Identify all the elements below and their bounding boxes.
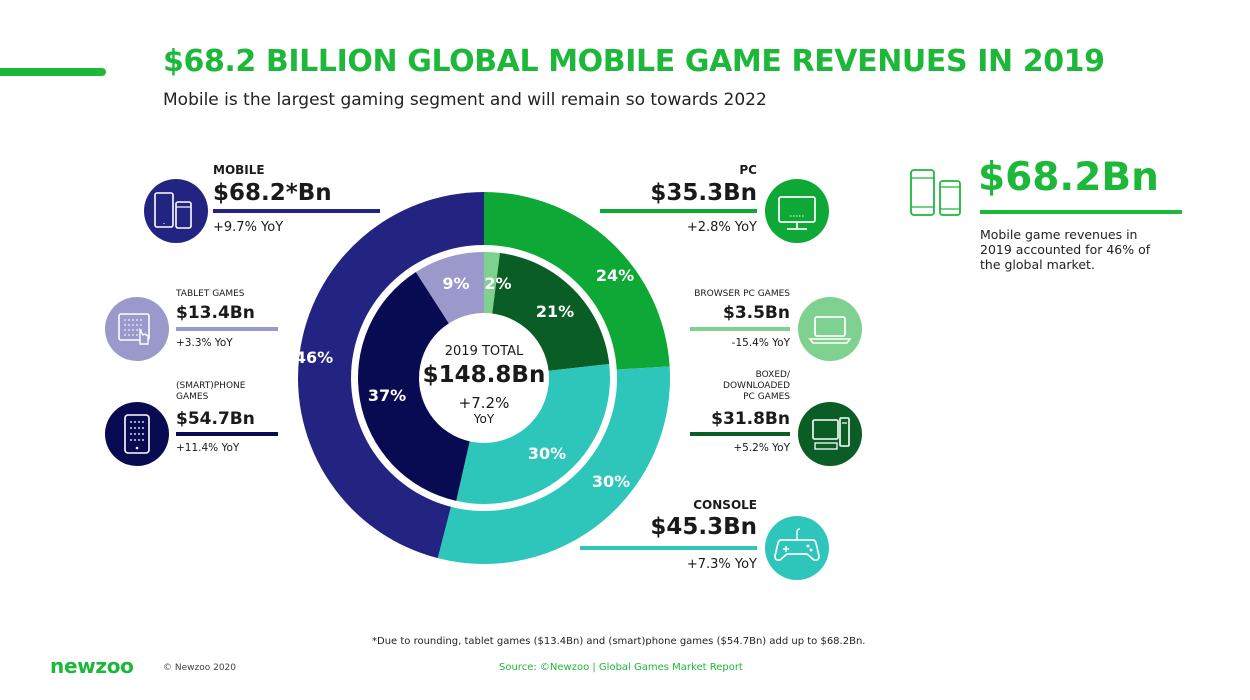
segment-tablet-value: $13.4Bn	[176, 303, 255, 323]
gamepad-icon	[765, 516, 829, 580]
callout-rule	[980, 210, 1182, 214]
center-total-change: +7.2%	[458, 394, 510, 412]
pct-inner-phone: 37%	[367, 386, 407, 405]
segment-pc-value: $35.3Bn	[650, 180, 757, 206]
segment-phone-value: $54.7Bn	[176, 409, 255, 429]
segment-tablet-name: TABLET GAMES	[176, 289, 245, 299]
center-total-label: 2019 TOTAL	[444, 344, 524, 359]
pct-inner-console: 30%	[527, 444, 567, 463]
pct-outer-pc: 24%	[595, 266, 635, 285]
source-line: Source: ©Newzoo | Global Games Market Re…	[499, 662, 743, 673]
segment-phone-name-line2: GAMES	[176, 392, 209, 402]
segment-tablet-yoy: +3.3% YoY	[176, 337, 233, 349]
mobile-devices-icon	[144, 179, 208, 243]
callout-value: $68.2Bn	[978, 155, 1159, 200]
segment-phone-yoy: +11.4% YoY	[176, 442, 240, 454]
monitor-icon	[765, 179, 829, 243]
accent-bar	[0, 68, 106, 76]
segment-console-name: CONSOLE	[693, 498, 757, 512]
pct-outer-mobile: 46%	[294, 348, 334, 367]
center-total-value: $148.8Bn	[422, 362, 546, 388]
center-total-unit: YoY	[473, 412, 495, 426]
tablet-touch-icon	[105, 297, 169, 361]
segment-mobile-yoy: +9.7% YoY	[213, 220, 284, 235]
segment-console-yoy: +7.3% YoY	[686, 557, 757, 572]
callout-text: Mobile game revenues in 2019 accounted f…	[980, 227, 1151, 272]
segment-boxed-name-line1: BOXED/	[755, 370, 790, 380]
center-hole	[419, 313, 549, 443]
copyright: © Newzoo 2020	[163, 663, 236, 673]
desktop-pc-icon	[798, 402, 862, 466]
page-subtitle: Mobile is the largest gaming segment and…	[163, 90, 767, 110]
segment-boxed-yoy: +5.2% YoY	[733, 442, 790, 454]
segment-phone-name-line1: (SMART)PHONE	[176, 381, 246, 391]
segment-mobile-name: MOBILE	[213, 163, 265, 177]
connector-lines	[176, 209, 790, 550]
pct-inner-browser: 2%	[484, 274, 512, 293]
segment-pc-yoy: +2.8% YoY	[686, 220, 757, 235]
segment-browser-yoy: -15.4% YoY	[731, 337, 790, 349]
brand-logo: newzoo	[50, 654, 134, 678]
page-title: $68.2 BILLION GLOBAL MOBILE GAME REVENUE…	[163, 44, 1105, 79]
segment-console-value: $45.3Bn	[650, 514, 757, 540]
segment-browser-value: $3.5Bn	[722, 303, 790, 323]
pct-inner-tablet: 9%	[442, 274, 470, 293]
pct-outer-console: 30%	[591, 472, 631, 491]
laptop-icon	[798, 297, 862, 361]
segment-browser-name: BROWSER PC GAMES	[694, 289, 790, 299]
pct-inner-boxed: 21%	[535, 302, 575, 321]
smartphone-icon	[105, 402, 169, 466]
segment-boxed-name-line2: DOWNLOADED	[723, 381, 790, 391]
mobile-devices-outline-icon	[910, 169, 961, 216]
segment-pc-name: PC	[739, 163, 757, 177]
segment-boxed-value: $31.8Bn	[711, 409, 790, 429]
segment-boxed-name-line3: PC GAMES	[743, 392, 790, 402]
segment-mobile-value: $68.2*Bn	[213, 180, 332, 206]
footnote: *Due to rounding, tablet games ($13.4Bn)…	[372, 636, 866, 647]
